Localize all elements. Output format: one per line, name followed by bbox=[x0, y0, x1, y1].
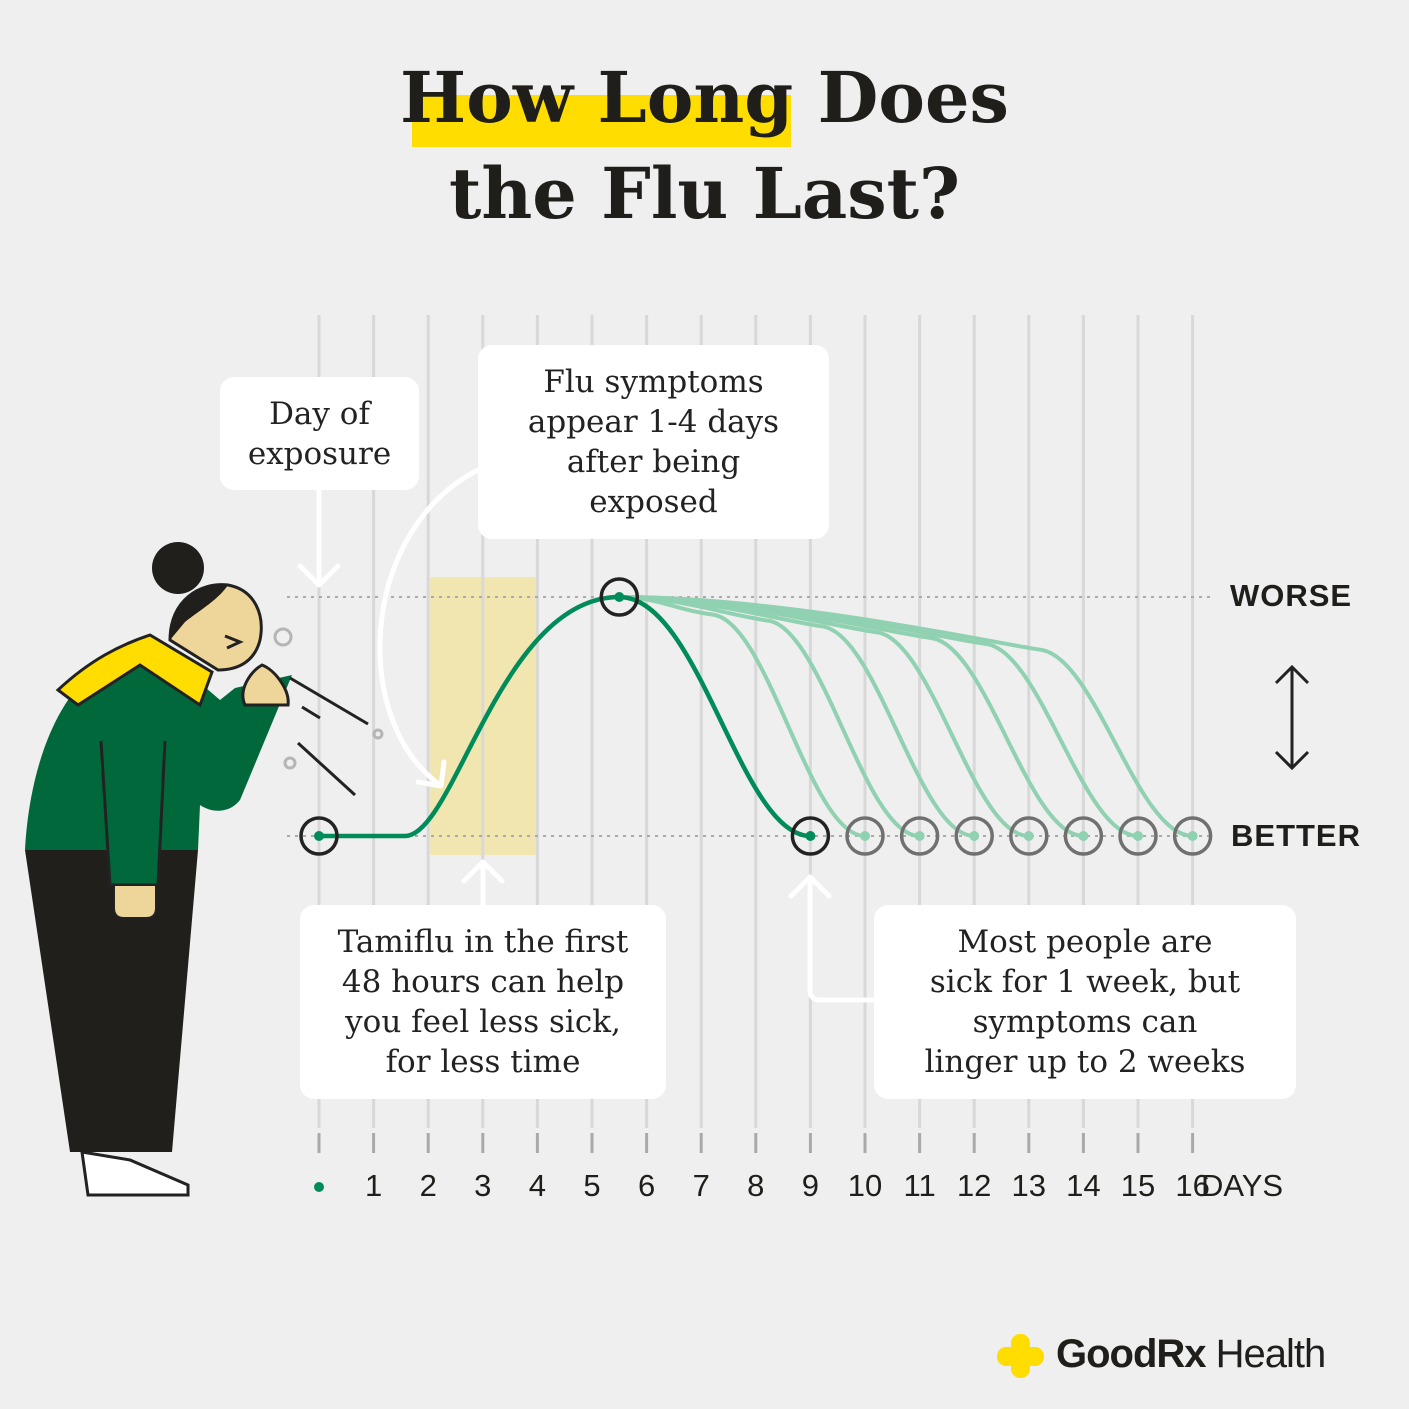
callout-exposure: Day of exposure bbox=[220, 377, 419, 490]
hair bbox=[170, 584, 228, 640]
exposure-marker bbox=[299, 816, 339, 856]
sick-person-illustration bbox=[25, 542, 384, 1197]
recovery-marker-day-12 bbox=[954, 816, 994, 856]
tamiflu-arrow bbox=[461, 859, 505, 908]
pants bbox=[25, 850, 198, 1152]
day-label: 2 bbox=[419, 1168, 437, 1203]
extended-symptom-curve-day-16 bbox=[619, 595, 1193, 838]
duration-arrow bbox=[788, 874, 877, 1003]
callout-tamiflu: Tamiflu in the first 48 hours can help y… bbox=[300, 905, 666, 1099]
day-label: 13 bbox=[1011, 1168, 1047, 1203]
cough-droplet-1 bbox=[372, 728, 384, 740]
cough-line-1 bbox=[301, 705, 321, 720]
typical-recovery-marker bbox=[790, 816, 831, 856]
day-label: 12 bbox=[956, 1168, 992, 1203]
brand-logo: GoodRx Health bbox=[1056, 1332, 1326, 1376]
title-highlight bbox=[412, 95, 791, 147]
hand bbox=[113, 884, 157, 919]
day-label: 6 bbox=[637, 1168, 656, 1203]
peak-marker bbox=[599, 577, 640, 617]
yellow-scarf bbox=[55, 633, 214, 708]
day-label: 9 bbox=[801, 1168, 820, 1203]
callout-duration: Most people are sick for 1 week, but sym… bbox=[874, 905, 1296, 1099]
worse-better-double-arrow-icon bbox=[1274, 664, 1310, 771]
fist bbox=[241, 663, 290, 707]
peak-marker-dot bbox=[614, 592, 625, 602]
cough-line-0 bbox=[289, 676, 369, 726]
day-label: 5 bbox=[583, 1168, 601, 1203]
sleeve bbox=[99, 740, 167, 887]
recovery-marker-day-10 bbox=[845, 816, 885, 856]
day-label: 14 bbox=[1066, 1168, 1101, 1203]
recovery-marker-day-14-dot bbox=[1078, 831, 1089, 841]
title-line-2: the Flu Last? bbox=[448, 152, 961, 235]
closed-eye bbox=[224, 634, 244, 650]
hair-bun bbox=[152, 542, 204, 594]
label-better: BETTER bbox=[1231, 818, 1361, 853]
axis-unit-label: DAYS bbox=[1200, 1168, 1284, 1203]
day-label: 8 bbox=[747, 1168, 765, 1203]
recovery-marker-day-11 bbox=[899, 816, 940, 856]
cough-droplet-2 bbox=[283, 756, 297, 770]
recovery-marker-day-13 bbox=[1009, 816, 1049, 856]
extended-symptom-curve-day-14 bbox=[619, 595, 1084, 838]
recovery-marker-day-14 bbox=[1063, 816, 1104, 856]
day-label: 10 bbox=[847, 1168, 883, 1203]
day-label: 7 bbox=[692, 1168, 710, 1203]
cough-line-2 bbox=[296, 741, 357, 797]
recovery-marker-day-11-dot bbox=[914, 831, 925, 841]
recovery-marker-day-15-dot bbox=[1133, 831, 1143, 841]
shoes bbox=[80, 1150, 190, 1197]
recovery-marker-day-16 bbox=[1172, 816, 1213, 856]
day-label: 16 bbox=[1175, 1168, 1210, 1203]
day-label: 11 bbox=[903, 1168, 936, 1203]
typical-recovery-marker-dot bbox=[805, 831, 816, 841]
extended-symptom-curve-day-10 bbox=[619, 595, 866, 838]
recovery-marker-day-12-dot bbox=[969, 831, 980, 841]
title-line-1: How Long Does bbox=[400, 56, 1009, 139]
callout-symptoms: Flu symptoms appear 1-4 days after being… bbox=[478, 345, 829, 539]
recovery-marker-day-15 bbox=[1118, 816, 1158, 856]
symptoms-arrow bbox=[377, 467, 481, 789]
exposure-marker-dot bbox=[314, 831, 324, 841]
day-label: 3 bbox=[474, 1168, 492, 1203]
recovery-marker-day-16-dot bbox=[1187, 831, 1198, 841]
label-worse: WORSE bbox=[1230, 578, 1353, 613]
exposure-arrow bbox=[297, 487, 341, 588]
day-label: 1 bbox=[364, 1168, 383, 1203]
cough-droplet-0 bbox=[273, 627, 293, 647]
recovery-marker-day-10-dot bbox=[860, 831, 870, 841]
day-label: 4 bbox=[528, 1168, 547, 1203]
recovery-marker-day-13-dot bbox=[1023, 831, 1034, 841]
day-label: 15 bbox=[1120, 1168, 1156, 1203]
day-zero-dot bbox=[314, 1182, 324, 1192]
